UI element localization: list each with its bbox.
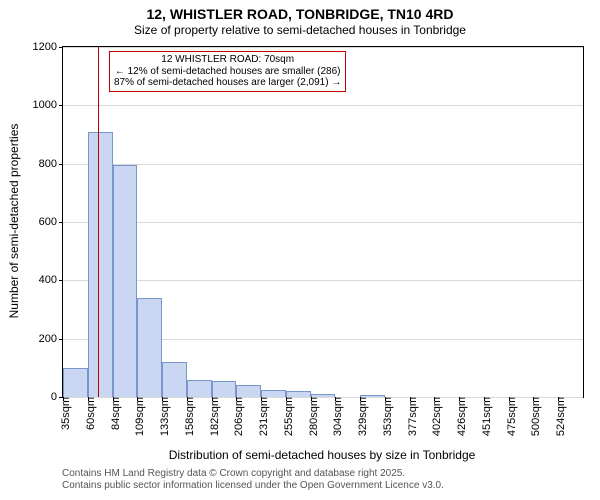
xtick-label: 524sqm <box>553 397 567 436</box>
histogram-bar <box>261 390 286 397</box>
xtick-label: 158sqm <box>182 397 196 436</box>
footer-line2: Contains public sector information licen… <box>62 480 444 492</box>
histogram-bar <box>212 381 237 397</box>
chart-subtitle: Size of property relative to semi-detach… <box>0 23 600 37</box>
xtick-label: 231sqm <box>256 397 270 436</box>
xtick-label: 35sqm <box>58 397 72 430</box>
histogram-bar <box>162 362 187 397</box>
annotation-line1: 12 WHISTLER ROAD: 70sqm <box>114 54 341 66</box>
annotation-line2: ← 12% of semi-detached houses are smalle… <box>114 66 341 78</box>
histogram-bar <box>88 132 113 397</box>
histogram-bar <box>63 368 88 397</box>
xtick-label: 377sqm <box>405 397 419 436</box>
xtick-label: 133sqm <box>157 397 171 436</box>
ytick-label: 1000 <box>33 99 63 111</box>
gridline <box>63 222 583 223</box>
xtick-label: 60sqm <box>83 397 97 430</box>
chart-title: 12, WHISTLER ROAD, TONBRIDGE, TN10 4RD <box>0 0 600 23</box>
gridline <box>63 280 583 281</box>
footer-line1: Contains HM Land Registry data © Crown c… <box>62 468 444 480</box>
gridline <box>63 164 583 165</box>
gridline <box>63 47 583 48</box>
xtick-label: 353sqm <box>380 397 394 436</box>
xtick-label: 304sqm <box>330 397 344 436</box>
plot-area: 02004006008001000120035sqm60sqm84sqm109s… <box>62 46 584 398</box>
xtick-label: 280sqm <box>306 397 320 436</box>
xtick-label: 206sqm <box>231 397 245 436</box>
ytick-label: 400 <box>39 274 63 286</box>
yaxis-label: Number of semi-detached properties <box>7 101 21 341</box>
xtick-label: 84sqm <box>108 397 122 430</box>
xtick-label: 475sqm <box>504 397 518 436</box>
histogram-bar <box>187 380 212 398</box>
xtick-label: 255sqm <box>281 397 295 436</box>
gridline <box>63 105 583 106</box>
ytick-label: 200 <box>39 333 63 345</box>
xtick-label: 426sqm <box>454 397 468 436</box>
xtick-label: 329sqm <box>355 397 369 436</box>
histogram-bar <box>236 385 261 397</box>
ytick-label: 800 <box>39 158 63 170</box>
annotation-line3: 87% of semi-detached houses are larger (… <box>114 77 341 89</box>
ytick-label: 600 <box>39 216 63 228</box>
xtick-label: 402sqm <box>429 397 443 436</box>
histogram-bar <box>113 165 138 397</box>
histogram-bar <box>137 298 162 397</box>
xtick-label: 500sqm <box>528 397 542 436</box>
annotation-box: 12 WHISTLER ROAD: 70sqm← 12% of semi-det… <box>109 51 346 92</box>
xtick-label: 182sqm <box>207 397 221 436</box>
chart-container: 12, WHISTLER ROAD, TONBRIDGE, TN10 4RD S… <box>0 0 600 500</box>
xaxis-label: Distribution of semi-detached houses by … <box>169 448 476 462</box>
reference-line <box>98 47 99 397</box>
footer-text: Contains HM Land Registry data © Crown c… <box>62 468 444 492</box>
ytick-label: 1200 <box>33 41 63 53</box>
xtick-label: 109sqm <box>132 397 146 436</box>
xtick-label: 451sqm <box>479 397 493 436</box>
